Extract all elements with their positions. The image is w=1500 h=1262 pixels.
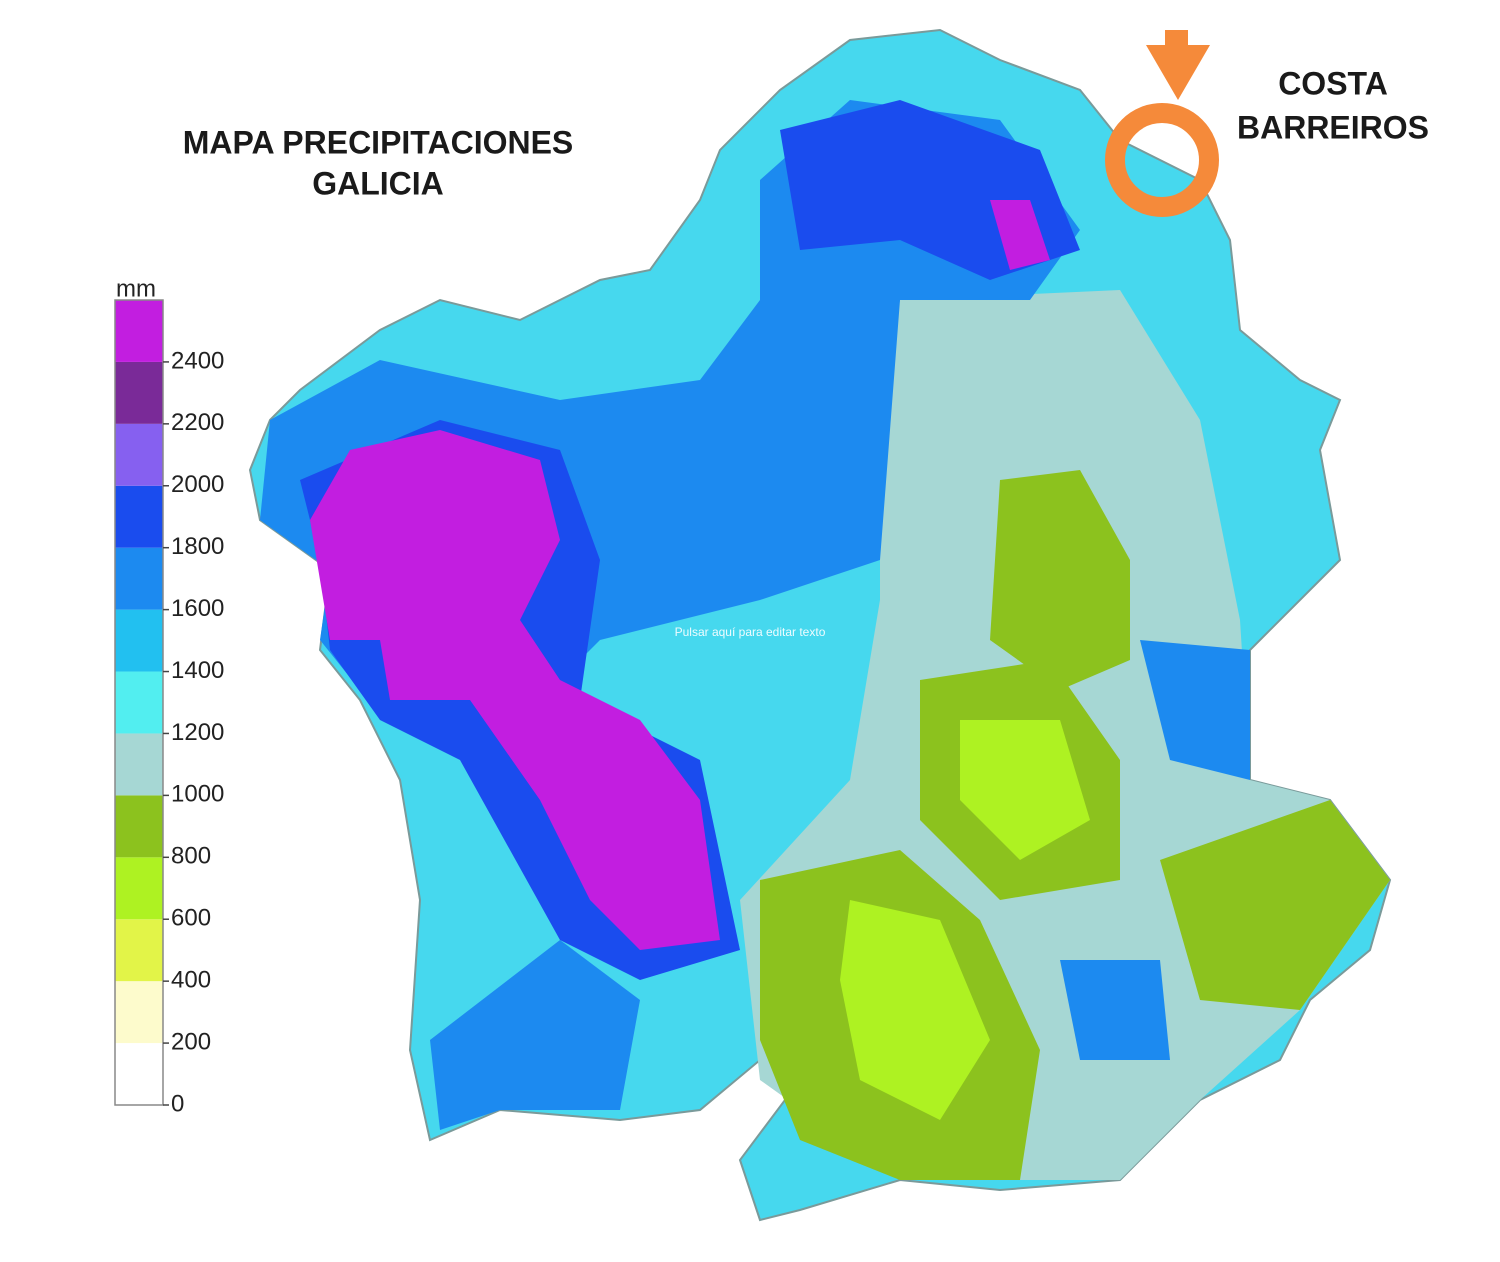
marker-label: BARREIROS bbox=[1237, 109, 1429, 145]
legend-band bbox=[115, 795, 163, 858]
legend-band bbox=[115, 733, 163, 796]
legend: 0 200 400 600 800 1000 1200 1400 1600 1800 2000 220… bbox=[114, 299, 224, 1117]
legend-tick-label: 600 bbox=[171, 905, 211, 932]
legend-tick-label: 1600 bbox=[171, 595, 224, 622]
legend-band bbox=[115, 609, 163, 672]
marker-label: COSTA bbox=[1278, 65, 1388, 101]
legend-tick-label: 2200 bbox=[171, 409, 224, 436]
location-marker bbox=[1105, 30, 1219, 217]
legend-tick-label: 2000 bbox=[171, 471, 224, 498]
legend-band bbox=[115, 919, 163, 982]
legend-band bbox=[115, 671, 163, 734]
legend-tick-label: 1200 bbox=[171, 719, 224, 746]
legend-band bbox=[115, 547, 163, 610]
legend-tick-label: 1000 bbox=[171, 781, 224, 808]
region-magenta bbox=[310, 200, 1050, 950]
legend-unit: mm bbox=[116, 275, 156, 302]
legend-tick-label: 1400 bbox=[171, 657, 224, 684]
legend-band bbox=[115, 485, 163, 548]
legend-tick-label: 800 bbox=[171, 843, 211, 870]
legend-tick-label: 2400 bbox=[171, 347, 224, 374]
map-title: MAPA PRECIPITACIONES bbox=[183, 124, 574, 160]
region-lightgreen bbox=[840, 720, 1090, 1120]
legend-band bbox=[115, 981, 163, 1044]
region-darkblue bbox=[300, 100, 1080, 980]
marker-arrow bbox=[1146, 30, 1210, 100]
marker-circle bbox=[1105, 103, 1219, 217]
legend-band bbox=[115, 857, 163, 920]
legend-band bbox=[115, 300, 163, 362]
legend-band bbox=[115, 1043, 163, 1105]
legend-band bbox=[115, 423, 163, 486]
legend-band bbox=[115, 361, 163, 424]
map-title: GALICIA bbox=[312, 165, 444, 201]
legend-frame bbox=[114, 299, 164, 1106]
overlay-text: Pulsar aquí para editar texto bbox=[675, 625, 826, 639]
galicia-map bbox=[248, 28, 1392, 1222]
legend-tick-label: 200 bbox=[171, 1028, 211, 1055]
legend-tick-label: 400 bbox=[171, 966, 211, 993]
legend-tick-label: 0 bbox=[171, 1090, 184, 1117]
legend-tick-label: 1800 bbox=[171, 533, 224, 560]
